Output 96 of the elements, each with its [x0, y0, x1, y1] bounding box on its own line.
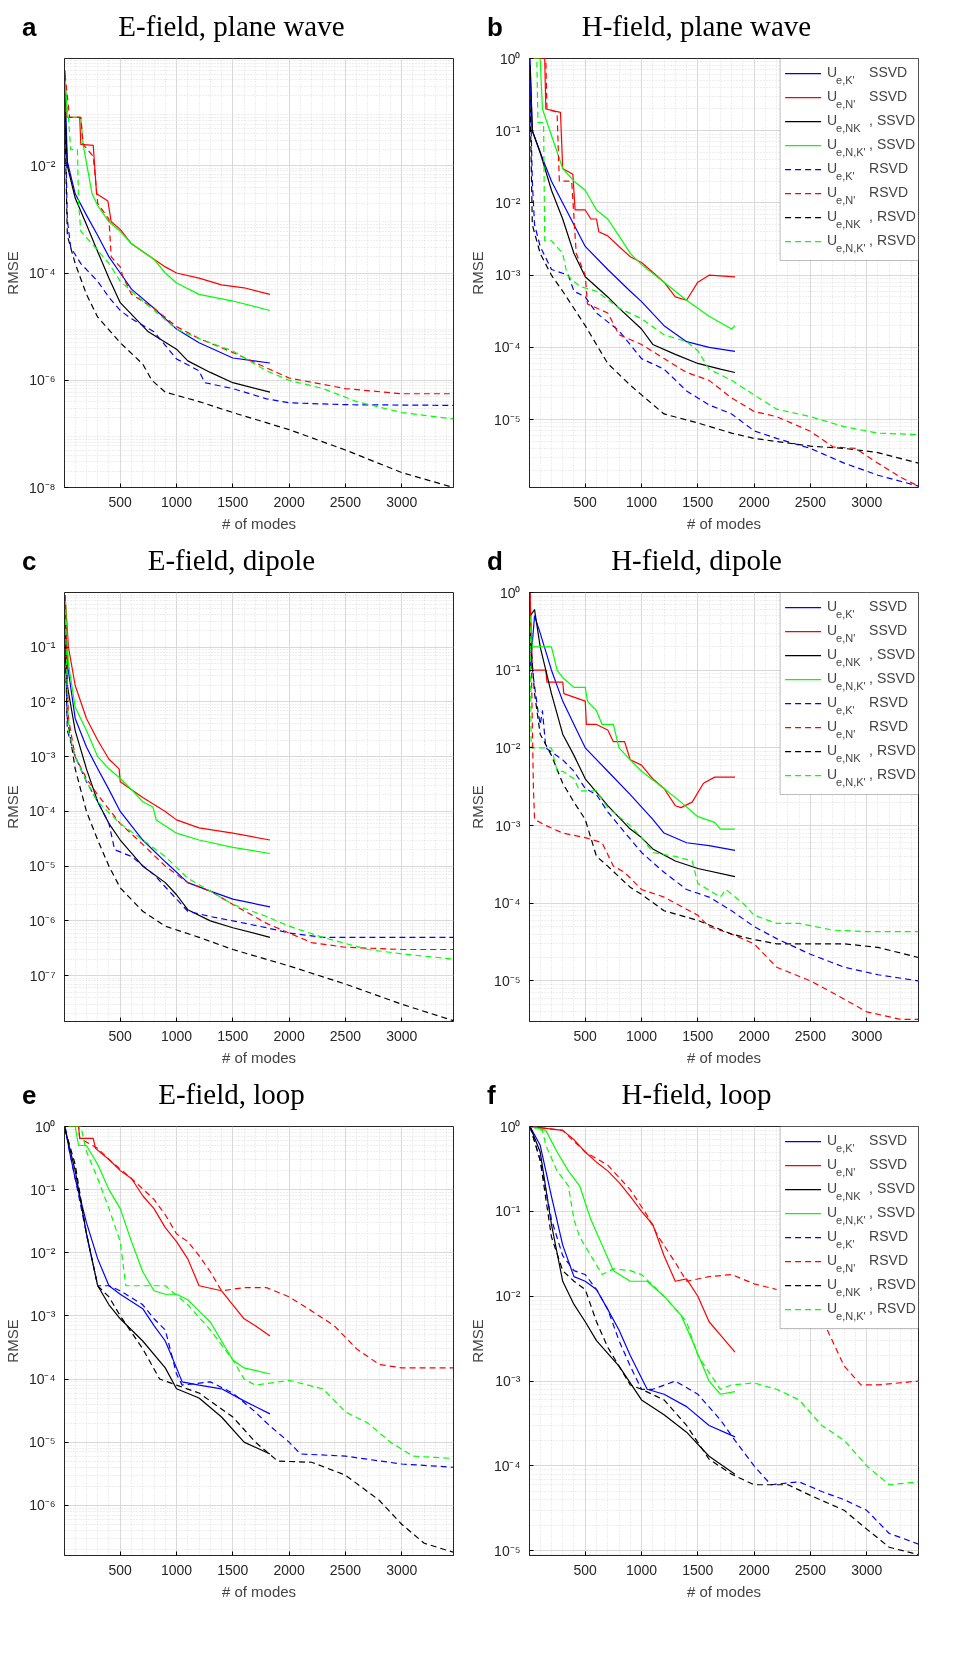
y-axis-title: RMSE: [3, 1319, 21, 1363]
x-tick-label: 2000: [738, 493, 770, 510]
y-tick-label: 10⁰: [34, 1118, 56, 1135]
y-tick-label: 10⁻⁵: [494, 972, 521, 989]
x-axis-title: # of modes: [686, 514, 762, 532]
x-axis-title: # of modes: [686, 1048, 762, 1066]
y-tick-label: 10⁻¹: [30, 639, 56, 656]
y-tick-label: 10⁻³: [495, 1373, 521, 1390]
x-tick-label: 2500: [329, 1027, 362, 1044]
x-tick-label: 1000: [625, 1027, 658, 1044]
y-tick-label: 10⁰: [499, 1118, 521, 1135]
x-tick-label: 2000: [273, 493, 305, 510]
x-tick-label: 1000: [625, 1561, 658, 1578]
y-tick-label: 10⁻²: [30, 1244, 56, 1261]
y-axis-title: RMSE: [468, 251, 486, 295]
x-tick-label: 3000: [851, 493, 883, 510]
y-tick-label: 10⁻¹: [495, 122, 521, 139]
chart-title: E-field, dipole: [146, 543, 317, 578]
x-tick-label: 1500: [217, 493, 249, 510]
x-tick-label: 1000: [160, 1561, 193, 1578]
text: b: [486, 11, 504, 44]
x-tick-label: 500: [108, 1027, 133, 1044]
y-tick-label: 10⁻²: [495, 194, 521, 211]
x-tick-label: 1000: [160, 493, 193, 510]
text: c: [21, 545, 38, 578]
y-axis-title: RMSE: [3, 251, 21, 295]
chart-title: E-field, loop: [157, 1077, 306, 1112]
x-tick-label: 1500: [217, 1561, 249, 1578]
x-tick-label: 1500: [682, 493, 714, 510]
y-tick-label: 10⁻⁴: [493, 1457, 521, 1474]
x-tick-label: 2000: [738, 1561, 770, 1578]
chart-title: H-field, loop: [620, 1077, 773, 1112]
x-axis-title: # of modes: [221, 1048, 297, 1066]
y-tick-label: 10⁻²: [495, 739, 521, 756]
x-tick-label: 2500: [329, 493, 362, 510]
chart-title: E-field, plane wave: [117, 9, 346, 44]
x-tick-label: 1500: [217, 1027, 249, 1044]
y-axis-title: RMSE: [468, 785, 486, 829]
y-tick-label: 10⁻¹: [495, 1203, 521, 1220]
y-tick-label: 10⁻⁴: [493, 895, 521, 912]
y-axis-title: RMSE: [468, 1319, 486, 1363]
x-tick-label: 3000: [386, 493, 418, 510]
x-tick-label: 1000: [625, 493, 658, 510]
y-tick-label: 10⁻⁴: [493, 339, 521, 356]
y-tick-label: 10⁻⁸: [29, 479, 56, 496]
y-tick-label: 10⁻⁵: [29, 1434, 56, 1451]
x-tick-label: 500: [573, 1027, 598, 1044]
chart-title: H-field, plane wave: [580, 9, 813, 44]
x-axis-title: # of modes: [686, 1582, 762, 1600]
x-tick-label: 1500: [682, 1561, 714, 1578]
y-tick-label: 10⁻³: [495, 267, 521, 284]
x-tick-label: 2000: [738, 1027, 770, 1044]
y-tick-label: 10⁻²: [495, 1288, 521, 1305]
y-tick-label: 10⁻³: [495, 817, 521, 834]
x-tick-label: 3000: [386, 1561, 418, 1578]
y-tick-label: 10⁰: [499, 50, 521, 67]
y-tick-label: 10⁻⁵: [494, 411, 521, 428]
x-tick-label: 500: [573, 1561, 598, 1578]
x-tick-label: 500: [108, 493, 133, 510]
y-tick-label: 10⁻²: [30, 693, 56, 710]
x-tick-label: 2500: [794, 1027, 827, 1044]
x-tick-label: 2500: [329, 1561, 362, 1578]
x-tick-label: 3000: [851, 1027, 883, 1044]
y-tick-label: 10⁻⁶: [29, 372, 56, 389]
y-tick-label: 10⁻²: [30, 157, 56, 174]
y-tick-label: 10⁻³: [30, 1307, 56, 1324]
x-tick-label: 500: [573, 493, 598, 510]
y-tick-label: 10⁻⁵: [29, 858, 56, 875]
x-tick-label: 2500: [794, 1561, 827, 1578]
x-axis-title: # of modes: [221, 514, 297, 532]
text: a: [21, 11, 38, 44]
y-tick-label: 10⁻³: [30, 748, 56, 765]
y-tick-label: 10⁻⁶: [29, 1497, 56, 1514]
y-tick-label: 10⁻⁶: [29, 912, 56, 929]
y-tick-label: 10⁻⁷: [29, 967, 56, 984]
x-tick-label: 2500: [794, 493, 827, 510]
text: d: [486, 545, 504, 578]
y-tick-label: 10⁰: [499, 584, 521, 601]
text: f: [486, 1079, 497, 1112]
y-tick-label: 10⁻⁴: [28, 265, 56, 281]
y-tick-label: 10⁻⁴: [28, 803, 56, 820]
y-axis-title: RMSE: [3, 785, 21, 829]
y-tick-label: 10⁻¹: [30, 1181, 56, 1198]
text: e: [21, 1079, 38, 1112]
x-tick-label: 3000: [851, 1561, 883, 1578]
x-axis-title: # of modes: [221, 1582, 297, 1600]
x-tick-label: 3000: [386, 1027, 418, 1044]
x-tick-label: 1500: [682, 1027, 714, 1044]
x-tick-label: 2000: [273, 1561, 305, 1578]
x-tick-label: 1000: [160, 1027, 193, 1044]
chart-title: H-field, dipole: [610, 543, 783, 578]
y-tick-label: 10⁻¹: [495, 662, 521, 679]
y-tick-label: 10⁻⁴: [28, 1371, 56, 1388]
y-tick-label: 10⁻⁵: [494, 1542, 521, 1559]
x-tick-label: 2000: [273, 1027, 305, 1044]
x-tick-label: 500: [108, 1561, 133, 1578]
